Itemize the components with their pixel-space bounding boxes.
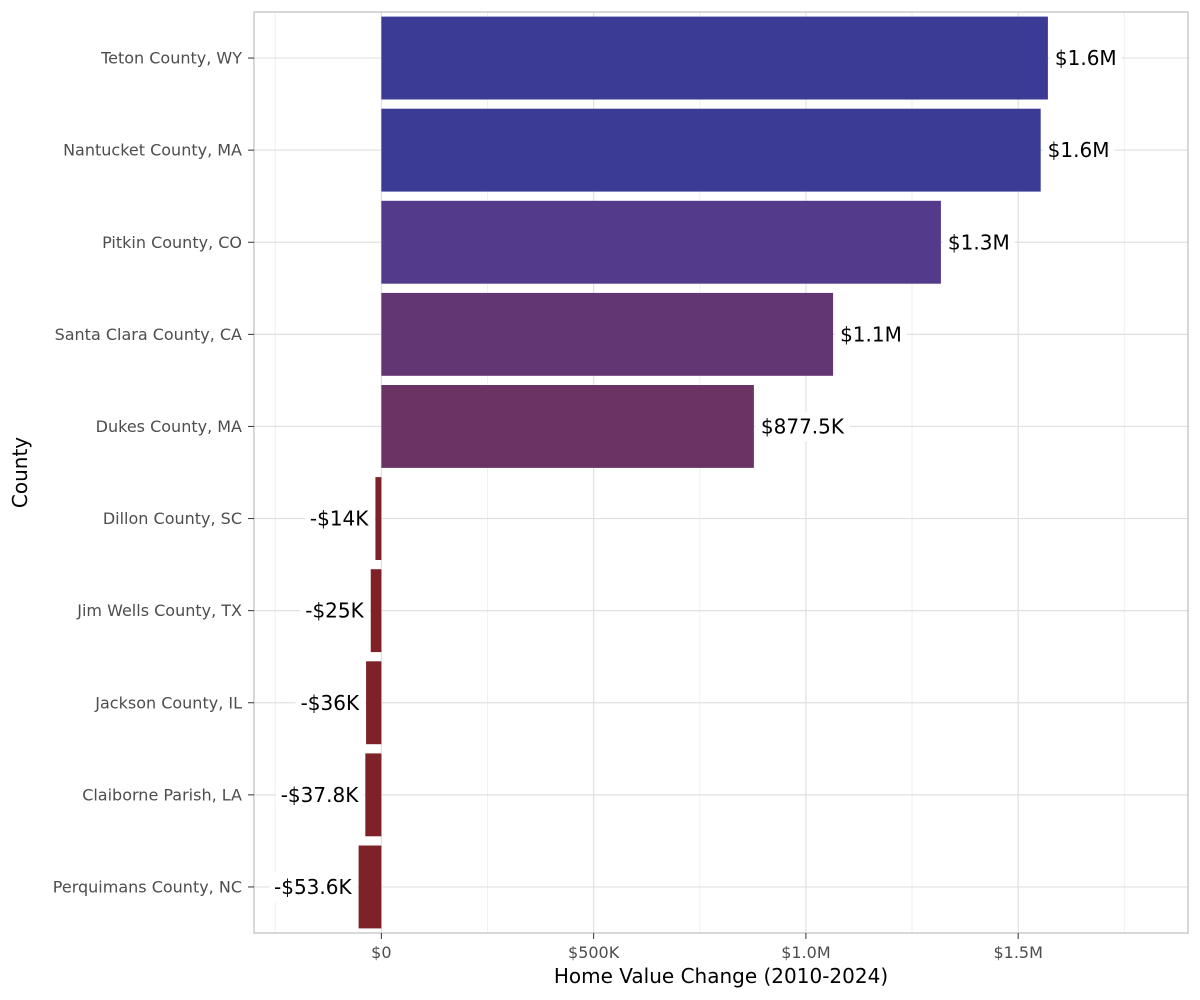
y-tick-label: Nantucket County, MA <box>63 141 242 160</box>
value-label-background <box>295 687 365 718</box>
value-label-group: -$36K <box>295 687 365 718</box>
x-tick-label: $1.0M <box>781 943 830 962</box>
y-tick-label: Dukes County, MA <box>96 417 242 436</box>
y-tick-labels: Teton County, WY Nantucket County, MA Pitk… <box>53 49 254 896</box>
y-tick-label: Perquimans County, NC <box>53 877 242 896</box>
value-label: -$25K <box>305 599 364 623</box>
value-label-group: -$53.6K <box>269 871 358 902</box>
value-label: -$36K <box>301 691 360 715</box>
value-label-group: $1.6M <box>1049 43 1122 74</box>
value-label-background <box>269 871 358 902</box>
x-tick-labels: $0 $500K $1.0M $1.5M <box>371 933 1043 962</box>
value-label: $1.6M <box>1055 46 1117 70</box>
value-label: $1.6M <box>1048 138 1110 162</box>
value-label-group: -$14K <box>304 503 375 534</box>
value-label-group: $1.1M <box>835 319 907 350</box>
value-label: $1.1M <box>840 322 902 346</box>
y-tick-label: Dillon County, SC <box>103 509 242 528</box>
value-label-group: $877.5K <box>755 411 850 442</box>
y-tick-label: Jim Wells County, TX <box>76 601 242 620</box>
value-label: $877.5K <box>761 414 845 438</box>
y-tick-label: Jackson County, IL <box>94 693 242 712</box>
y-tick-label: Teton County, WY <box>100 49 242 68</box>
bar <box>366 661 382 745</box>
y-tick-label: Claiborne Parish, LA <box>82 785 242 804</box>
value-label: $1.3M <box>948 230 1010 254</box>
value-label-group: $1.3M <box>942 227 1015 258</box>
x-tick-label: $0 <box>371 943 391 962</box>
value-label: -$53.6K <box>274 875 352 899</box>
value-label: -$14K <box>310 507 369 531</box>
value-label-background <box>1049 43 1122 74</box>
bar <box>381 292 834 376</box>
bar <box>381 108 1041 192</box>
value-label: -$37.8K <box>281 783 359 807</box>
value-label-background <box>300 595 370 626</box>
bar <box>358 845 382 929</box>
value-label-group: -$37.8K <box>275 779 365 810</box>
value-label-background <box>942 227 1015 258</box>
bar <box>370 569 382 653</box>
bar <box>365 753 382 837</box>
value-label-background <box>755 411 850 442</box>
bar <box>381 200 941 284</box>
value-label-background <box>275 779 365 810</box>
bar <box>375 477 382 560</box>
value-label-background <box>304 503 375 534</box>
x-tick-label: $1.5M <box>993 943 1042 962</box>
x-tick-label: $500K <box>568 943 620 962</box>
value-label-group: $1.6M <box>1042 135 1115 166</box>
value-label-group: -$25K <box>300 595 370 626</box>
bar <box>381 16 1048 100</box>
x-axis-title: Home Value Change (2010-2024) <box>554 964 888 988</box>
value-label-background <box>835 319 907 350</box>
y-tick-label: Santa Clara County, CA <box>55 325 242 344</box>
bar <box>381 385 754 468</box>
y-axis-title: County <box>8 437 32 508</box>
value-labels: $1.6M $1.6M $1.3M $1.1M $877.5K -$14K -$25K -$3… <box>269 43 1122 902</box>
value-label-background <box>1042 135 1115 166</box>
bars <box>358 16 1048 929</box>
plot-panel-border <box>253 11 1189 934</box>
y-tick-label: Pitkin County, CO <box>102 233 242 252</box>
